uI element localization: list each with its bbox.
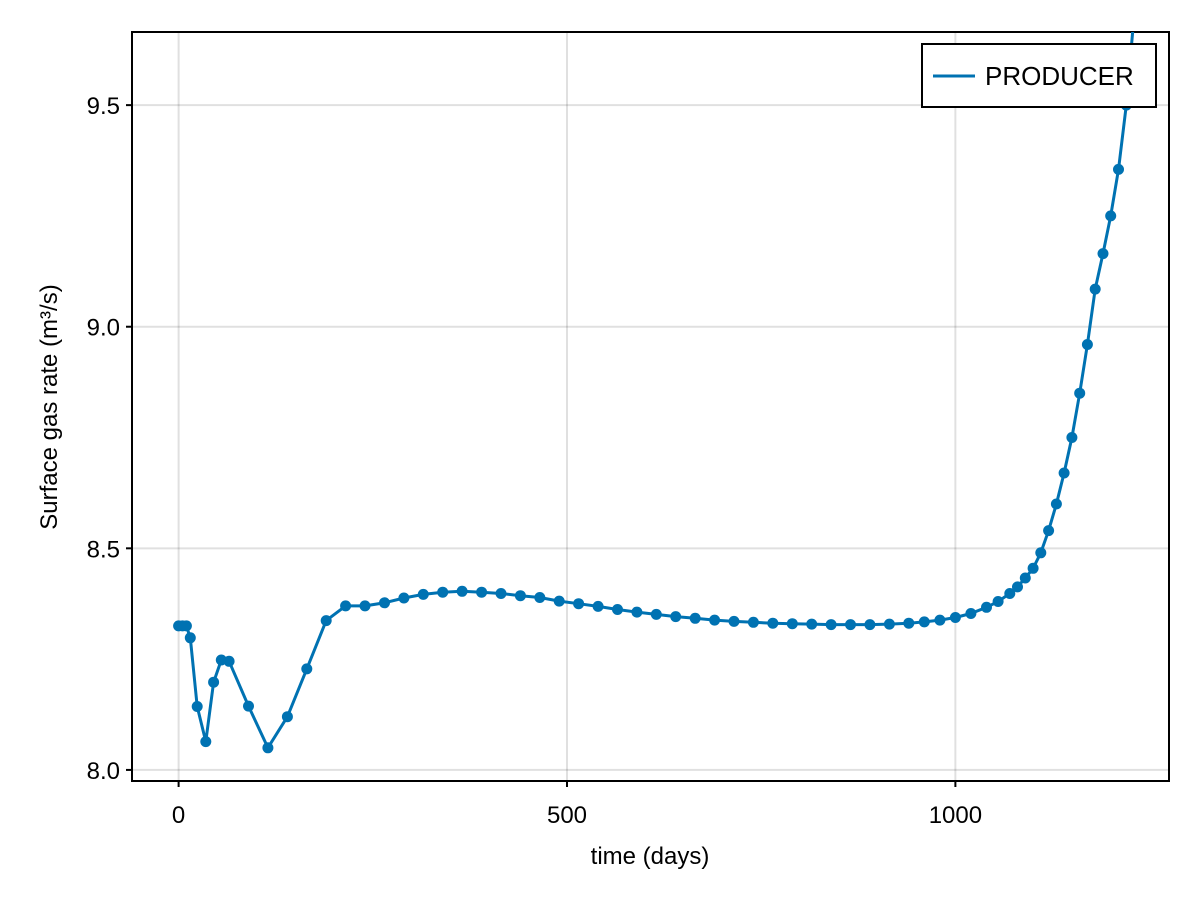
y-tick-label: 8.0 — [87, 758, 120, 785]
data-point — [1043, 525, 1055, 537]
data-point — [825, 619, 837, 631]
data-point — [1050, 498, 1062, 510]
data-point — [689, 612, 701, 624]
data-point — [553, 595, 565, 607]
data-point — [180, 620, 192, 632]
data-point — [243, 700, 254, 712]
x-tick-label: 1000 — [929, 802, 982, 829]
data-point — [949, 612, 961, 623]
data-point — [709, 614, 721, 626]
data-point — [514, 590, 526, 602]
data-point — [1066, 432, 1078, 443]
data-point — [340, 600, 352, 612]
y-axis-label: Surface gas rate (m³/s) — [36, 284, 63, 529]
data-point — [845, 619, 856, 631]
data-point — [456, 585, 468, 597]
y-tick-label: 9.0 — [87, 315, 120, 342]
data-point — [301, 663, 313, 675]
data-point — [320, 615, 332, 627]
data-point — [1129, 11, 1140, 22]
data-point — [631, 606, 643, 618]
data-point — [965, 608, 977, 619]
data-point — [379, 597, 390, 609]
data-point — [806, 618, 818, 630]
data-point — [359, 600, 371, 612]
legend: PRODUCER — [921, 43, 1157, 108]
data-point — [592, 600, 604, 612]
data-point — [437, 586, 449, 598]
x-tick-label: 0 — [172, 802, 185, 829]
data-point — [1035, 547, 1047, 559]
plot-area-frame — [131, 31, 1170, 782]
series-line-producer — [178, 32, 1135, 750]
data-point — [903, 617, 915, 629]
data-point — [1019, 572, 1031, 584]
data-point — [981, 601, 992, 613]
data-point — [650, 608, 662, 620]
data-point — [476, 586, 488, 598]
data-point — [281, 711, 293, 723]
series-layer — [173, 11, 1140, 754]
data-point — [1097, 248, 1109, 260]
x-tick-label: 500 — [547, 802, 587, 829]
data-point — [864, 619, 876, 631]
data-point — [612, 604, 623, 615]
data-point — [1089, 283, 1101, 295]
data-point — [1004, 588, 1016, 599]
data-point — [1113, 163, 1124, 175]
data-point — [918, 616, 930, 628]
data-point — [200, 736, 212, 748]
data-point — [1012, 581, 1023, 593]
data-point — [786, 618, 798, 630]
data-point — [1074, 387, 1086, 399]
data-point — [728, 615, 740, 627]
data-point — [883, 618, 895, 630]
legend-label-producer: PRODUCER — [985, 61, 1134, 91]
data-point — [670, 611, 682, 623]
y-tick-label: 8.5 — [87, 536, 120, 563]
data-point — [573, 598, 585, 610]
data-point — [184, 632, 196, 644]
data-point — [495, 588, 507, 599]
data-point — [262, 742, 274, 754]
data-point — [191, 701, 203, 712]
data-point — [992, 596, 1004, 607]
data-point — [534, 592, 546, 603]
data-point — [398, 592, 410, 604]
data-point — [208, 676, 220, 688]
data-point — [417, 588, 429, 600]
data-point — [747, 616, 759, 628]
data-point — [1105, 210, 1117, 222]
x-axis-label: time (days) — [591, 843, 710, 870]
axis-ticks: 0 500 1000 8.0 8.5 9.0 9.5 — [87, 93, 982, 829]
grid — [132, 32, 1169, 781]
data-point — [934, 614, 946, 626]
data-point — [1058, 467, 1070, 479]
data-point — [1027, 562, 1039, 574]
data-point — [1081, 339, 1093, 350]
data-point — [223, 655, 235, 667]
data-point — [767, 617, 779, 629]
y-tick-label: 9.5 — [87, 93, 120, 120]
